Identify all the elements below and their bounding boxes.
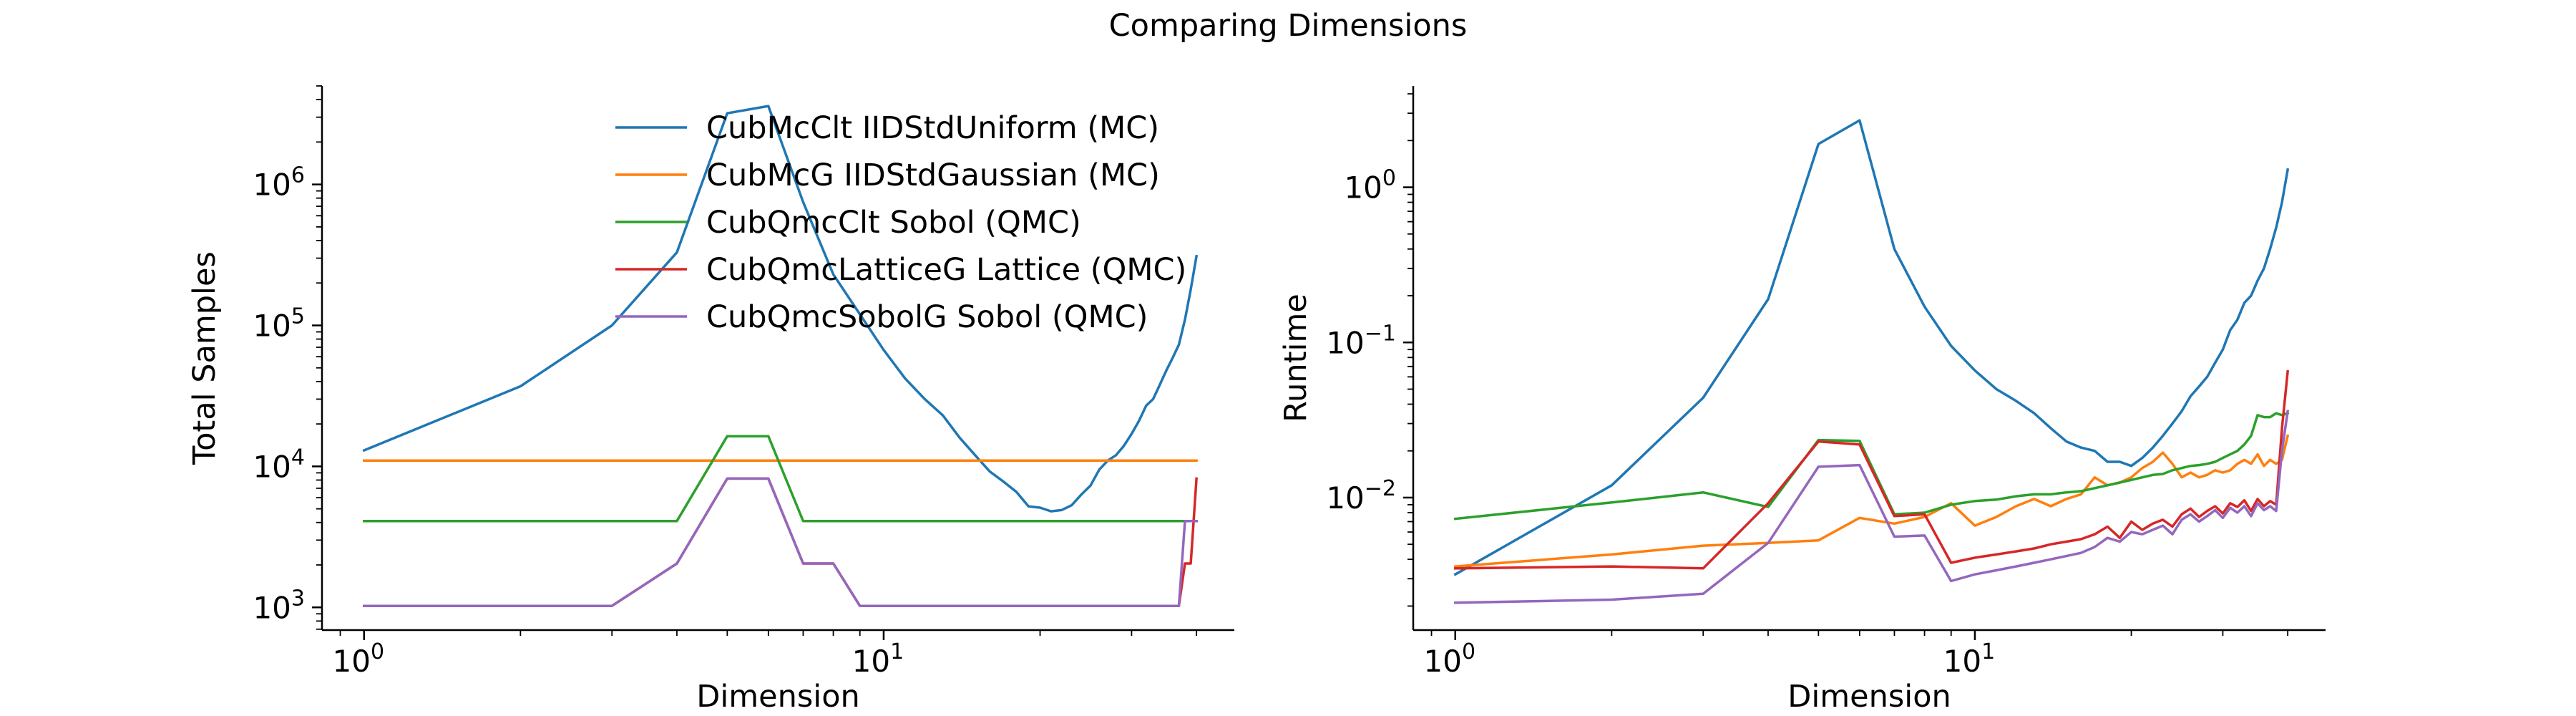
total-samples-y-tick-label: 105	[253, 304, 305, 344]
runtime-y-tick-label: 100	[1344, 166, 1396, 205]
legend-label-cubqmcsobolg-sobol-qmc: CubQmcSobolG Sobol (QMC)	[706, 299, 1148, 335]
legend-label-cubqmclatticeg-lattice-qmc: CubQmcLatticeG Lattice (QMC)	[706, 252, 1186, 288]
runtime-series-cubqmcsobolg-sobol-qmc	[1454, 410, 2290, 604]
legend: CubMcClt IIDStdUniform (MC) CubMcG IIDStd…	[615, 110, 1186, 335]
runtime-y-tick-label: 10−2	[1326, 476, 1396, 516]
total-samples-panel: 100 101 103 104 105 106 Dimension Total Samples…	[187, 85, 1234, 715]
total-samples-series-cubmcclt-iidstduniform-mc	[362, 105, 1199, 513]
total-samples-series-cubqmcsobolg-sobol-qmc	[363, 477, 1198, 607]
runtime-series-cubmcclt-iidstduniform-mc	[1453, 119, 2290, 576]
total-samples-series-cubqmcclt-sobol-qmc	[363, 435, 1198, 523]
figure-title: Comparing Dimensions	[1109, 8, 1468, 44]
runtime-x-tick-label: 101	[1943, 639, 1996, 679]
legend-label-cubmcclt-iidstduniform-mc: CubMcClt IIDStdUniform (MC)	[706, 110, 1159, 146]
runtime-series-cubqmclatticeg-lattice-qmc	[1454, 369, 2290, 570]
total-samples-x-axis-label: Dimension	[696, 679, 860, 715]
total-samples-y-tick-label: 104	[253, 445, 305, 484]
runtime-series-cubqmcclt-sobol-qmc	[1453, 411, 2290, 521]
total-samples-y-tick-label: 103	[253, 586, 305, 625]
runtime-series-cubmcg-iidstdgaussian-mc	[1453, 434, 2290, 568]
total-samples-x-tick-label: 100	[332, 639, 384, 679]
total-samples-y-tick-label: 106	[253, 163, 305, 203]
legend-label-cubqmcclt-sobol-qmc: CubQmcClt Sobol (QMC)	[706, 205, 1081, 241]
total-samples-x-tick-label: 101	[852, 639, 904, 679]
legend-label-cubmcg-iidstdgaussian-mc: CubMcG IIDStdGaussian (MC)	[706, 158, 1160, 193]
total-samples-series-cubqmclatticeg-lattice-qmc	[363, 477, 1198, 607]
total-samples-y-axis-label: Total Samples	[187, 251, 223, 465]
runtime-x-tick-label: 100	[1423, 639, 1475, 679]
runtime-panel: 100 101 10−2 10−1 100 Dimension Runtime	[1278, 86, 2326, 715]
runtime-y-axis-label: Runtime	[1278, 294, 1314, 422]
runtime-y-tick-label: 10−1	[1326, 321, 1396, 360]
runtime-x-axis-label: Dimension	[1787, 679, 1951, 715]
